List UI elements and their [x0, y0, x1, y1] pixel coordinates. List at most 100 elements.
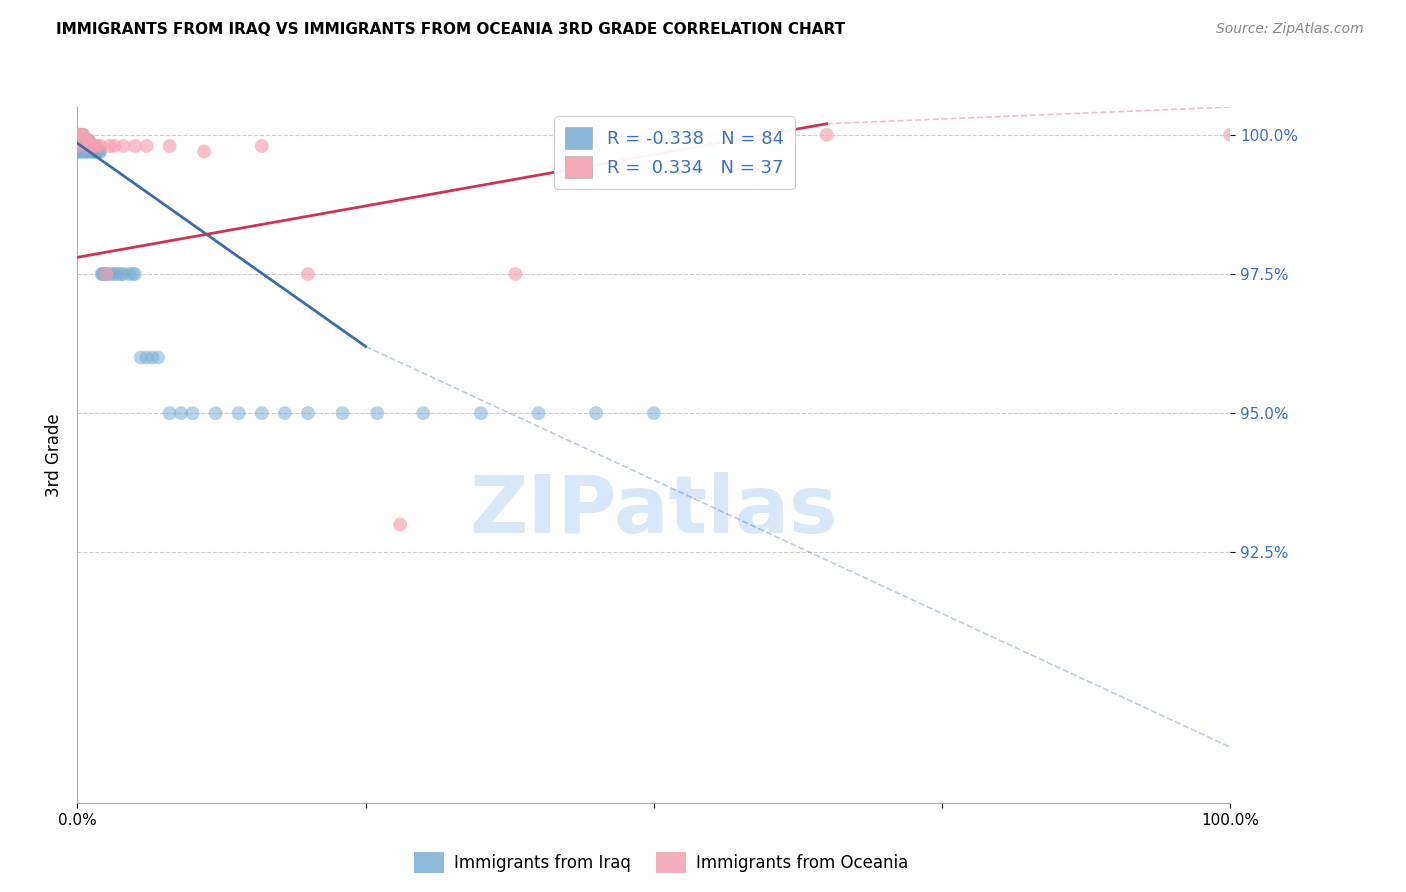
Point	[80, 139, 103, 153]
Point	[135, 139, 157, 153]
Point	[69, 133, 91, 147]
Point	[66, 128, 89, 142]
Point	[228, 406, 250, 420]
Point	[135, 351, 157, 365]
Text: Source: ZipAtlas.com: Source: ZipAtlas.com	[1216, 22, 1364, 37]
Point	[97, 267, 120, 281]
Point	[69, 128, 91, 142]
Point	[76, 145, 98, 159]
Point	[80, 139, 103, 153]
Point	[87, 145, 110, 159]
Point	[76, 145, 98, 159]
Point	[66, 133, 89, 147]
Point	[69, 128, 91, 142]
Point	[66, 133, 89, 147]
Point	[89, 145, 111, 159]
Point	[527, 406, 550, 420]
Point	[96, 267, 118, 281]
Point	[118, 267, 141, 281]
Point	[297, 406, 319, 420]
Point	[66, 128, 89, 142]
Point	[83, 139, 105, 153]
Point	[75, 133, 97, 147]
Point	[77, 133, 100, 147]
Point	[121, 267, 143, 281]
Point	[73, 133, 96, 147]
Point	[77, 145, 100, 159]
Point	[70, 133, 93, 147]
Point	[82, 145, 104, 159]
Point	[101, 267, 124, 281]
Point	[72, 128, 94, 142]
Legend: Immigrants from Iraq, Immigrants from Oceania: Immigrants from Iraq, Immigrants from Oc…	[408, 846, 914, 880]
Point	[66, 139, 89, 153]
Point	[89, 145, 111, 159]
Point	[103, 139, 125, 153]
Point	[129, 351, 152, 365]
Point	[69, 128, 91, 142]
Point	[69, 139, 91, 153]
Point	[141, 351, 163, 365]
Point	[83, 145, 105, 159]
Point	[89, 139, 111, 153]
Point	[66, 128, 89, 142]
Point	[66, 145, 89, 159]
Point	[83, 139, 105, 153]
Point	[93, 267, 115, 281]
Point	[66, 128, 89, 142]
Point	[86, 139, 108, 153]
Point	[72, 139, 94, 153]
Point	[112, 267, 135, 281]
Point	[815, 128, 838, 142]
Point	[75, 145, 97, 159]
Point	[69, 133, 91, 147]
Point	[96, 267, 118, 281]
Point	[76, 133, 98, 147]
Point	[66, 128, 89, 142]
Point	[1219, 128, 1241, 142]
Point	[470, 406, 492, 420]
Point	[103, 267, 125, 281]
Point	[90, 267, 112, 281]
Point	[66, 128, 89, 142]
Point	[505, 267, 527, 281]
Point	[98, 139, 121, 153]
Text: ZIPatlas: ZIPatlas	[470, 472, 838, 549]
Point	[69, 133, 91, 147]
Point	[643, 406, 665, 420]
Point	[69, 133, 91, 147]
Point	[159, 406, 181, 420]
Point	[159, 139, 181, 153]
Point	[66, 139, 89, 153]
Point	[79, 139, 101, 153]
Point	[82, 145, 104, 159]
Point	[67, 128, 90, 142]
Point	[112, 139, 135, 153]
Point	[70, 133, 93, 147]
Point	[94, 267, 117, 281]
Point	[274, 406, 297, 420]
Point	[69, 128, 91, 142]
Point	[250, 406, 273, 420]
Point	[297, 267, 319, 281]
Point	[86, 145, 108, 159]
Point	[82, 139, 104, 153]
Point	[73, 133, 96, 147]
Point	[66, 139, 89, 153]
Point	[412, 406, 434, 420]
Point	[91, 267, 114, 281]
Point	[110, 267, 132, 281]
Point	[181, 406, 204, 420]
Text: IMMIGRANTS FROM IRAQ VS IMMIGRANTS FROM OCEANIA 3RD GRADE CORRELATION CHART: IMMIGRANTS FROM IRAQ VS IMMIGRANTS FROM …	[56, 22, 845, 37]
Legend: R = -0.338   N = 84, R =  0.334   N = 37: R = -0.338 N = 84, R = 0.334 N = 37	[554, 116, 794, 189]
Point	[72, 145, 94, 159]
Point	[69, 139, 91, 153]
Point	[77, 139, 100, 153]
Point	[72, 133, 94, 147]
Point	[124, 139, 146, 153]
Point	[366, 406, 388, 420]
Point	[77, 133, 100, 147]
Point	[170, 406, 193, 420]
Point	[76, 133, 98, 147]
Point	[70, 145, 93, 159]
